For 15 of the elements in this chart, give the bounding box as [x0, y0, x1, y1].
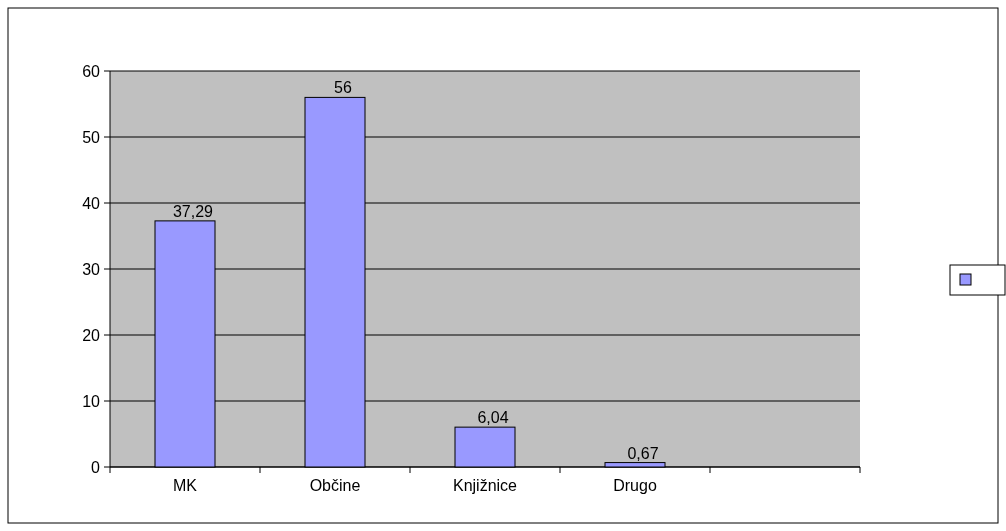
x-tick-label: Drugo: [613, 477, 657, 494]
data-label: 56: [334, 79, 352, 97]
x-tick-label: MK: [173, 477, 198, 494]
y-tick-label: 60: [82, 62, 101, 80]
y-tick-label: 50: [82, 128, 101, 146]
data-label: 6,04: [477, 409, 509, 427]
y-tick-label: 10: [82, 392, 101, 410]
data-label: 0,67: [627, 444, 659, 462]
y-tick-label: 40: [82, 194, 101, 212]
y-tick-label: 0: [91, 458, 101, 476]
x-tick-label: Občine: [309, 477, 361, 494]
x-tick-label: Knjižnice: [452, 477, 518, 494]
y-tick-label: 20: [82, 326, 101, 344]
data-label: 37,29: [172, 202, 214, 220]
y-tick-label: 30: [82, 260, 101, 278]
